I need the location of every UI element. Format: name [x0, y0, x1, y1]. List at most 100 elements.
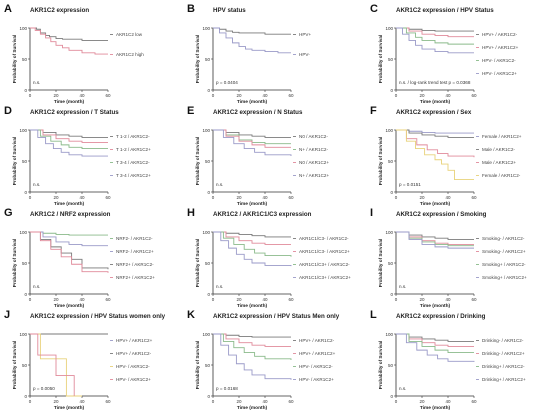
chart-panel-f: F AKR1C2 expression / Sex 0 50 100 0 20 40 60 Tim… [370, 105, 522, 207]
survival-curve-3 [213, 231, 292, 257]
legend-label-4: HPV- / AKR1C2+ [299, 377, 334, 382]
panel-letter: G [4, 207, 13, 219]
y-tick-label: 0 [207, 88, 210, 93]
panel-letter: E [187, 105, 194, 117]
y-axis-label: Probability of Survival [12, 35, 17, 84]
legend-label-3: NRF2+ / AKR1C2- [116, 262, 154, 267]
panel-letter: F [370, 105, 377, 117]
y-tick-label: 0 [24, 292, 27, 297]
panel-title: AKR1C2 expression / Drinking [396, 313, 486, 320]
x-tick-label: 20 [53, 195, 59, 200]
y-tick-label: 0 [207, 394, 210, 399]
x-tick-label: 40 [262, 93, 268, 98]
y-tick-label: 50 [388, 57, 394, 62]
legend-label-2: T 1-2 / AKR1C2+ [116, 147, 151, 152]
y-tick-label: 0 [24, 190, 27, 195]
y-tick-label: 100 [19, 230, 27, 235]
panel-title: AKR1C2 expression / N Status [213, 109, 303, 116]
survival-curve-1 [213, 129, 291, 138]
x-tick-label: 0 [395, 297, 398, 302]
x-tick-label: 60 [288, 195, 294, 200]
legend-label-4: AKR1C1/C3+ / AKR1C2+ [299, 275, 351, 280]
legend-label-3: Smoking+ / AKR1C2- [482, 262, 526, 267]
x-tick-label: 60 [471, 93, 477, 98]
y-tick-label: 50 [388, 159, 394, 164]
annotation: n.s. / log-rank trend test p = 0.0368 [399, 80, 471, 85]
chart-panel-g: G AKR1C2 / NRF2 expression 0 50 100 0 20 40 60 Ti… [4, 207, 155, 309]
x-axis-label: Time (month) [237, 303, 268, 309]
y-tick-label: 100 [385, 230, 393, 235]
x-axis-label: Time (month) [54, 99, 85, 105]
legend-label-4: Smoking+ / AKR1C2+ [482, 275, 527, 280]
y-tick-label: 50 [22, 363, 28, 368]
chart-panel-j: J AKR1C2 expression / HPV Status women on… [4, 309, 166, 411]
y-axis-label: Probability of Survival [12, 341, 17, 390]
x-axis-label: Time (month) [237, 201, 268, 207]
x-tick-label: 60 [471, 297, 477, 302]
survival-curve-3 [213, 333, 292, 361]
x-tick-label: 0 [212, 93, 215, 98]
x-tick-label: 0 [395, 93, 398, 98]
survival-curve-4 [30, 129, 108, 157]
x-tick-label: 40 [445, 399, 451, 404]
survival-curve-2 [396, 27, 474, 38]
survival-curve-4 [396, 129, 474, 181]
chart-panel-h: H AKR1C2 / AKR1C1/C3 expression 0 50 100 0 20 4… [187, 207, 351, 309]
survival-curve-2 [213, 27, 291, 54]
y-tick-label: 100 [385, 26, 393, 31]
panel-letter: K [187, 309, 195, 321]
x-tick-label: 0 [212, 195, 215, 200]
survival-curve-1 [396, 333, 474, 342]
legend-label-4: HPV- / AKR1C2+ [482, 71, 517, 76]
legend-label-2: AKR1C1/C3- / AKR1C2+ [299, 249, 350, 254]
y-axis-label: Probability of Survival [12, 137, 17, 186]
y-axis-label: Probability of Survival [378, 137, 383, 186]
x-tick-label: 20 [236, 399, 242, 404]
x-axis-label: Time (month) [420, 405, 451, 411]
x-tick-label: 0 [212, 399, 215, 404]
legend-label-4: N+ / AKR1C2+ [299, 173, 329, 178]
y-tick-label: 100 [19, 128, 27, 133]
survival-curve-3 [30, 231, 109, 270]
legend-label-1: Female / AKR1C2+ [482, 134, 522, 139]
legend-label-4: T 3-4 / AKR1C2+ [116, 173, 151, 178]
x-tick-label: 40 [79, 93, 85, 98]
annotation: n.s. [399, 386, 406, 391]
legend-label-1: AKR1C1/C3- / AKR1C2- [299, 236, 349, 241]
legend-label-2: HPV+ / AKR1C2+ [299, 351, 336, 356]
x-tick-label: 60 [105, 93, 111, 98]
legend-label-2: HPV- [299, 52, 310, 57]
annotation: p = 0.0050 [33, 386, 55, 391]
chart-panel-c: C AKR1C2 expression / HPV Status 0 50 100 0 20… [370, 3, 519, 105]
x-tick-label: 0 [29, 195, 32, 200]
x-tick-label: 40 [79, 297, 85, 302]
survival-curve-4 [30, 333, 75, 396]
survival-curve-1 [396, 129, 474, 134]
survival-curve-1 [213, 333, 291, 338]
x-axis-label: Time (month) [54, 201, 85, 207]
chart-panel-l: L AKR1C2 expression / Drinking 0 50 100 0 20 40… [370, 309, 526, 411]
y-tick-label: 100 [19, 26, 27, 31]
legend-label-4: HPV- / AKR1C2+ [116, 377, 151, 382]
y-tick-label: 100 [202, 128, 210, 133]
x-tick-label: 0 [29, 399, 32, 404]
y-tick-label: 100 [385, 332, 393, 337]
x-tick-label: 20 [53, 297, 59, 302]
annotation: n.s. [33, 284, 40, 289]
legend-label-1: T 1-2 / AKR1C2- [116, 134, 150, 139]
y-tick-label: 0 [207, 292, 210, 297]
panel-letter: B [187, 3, 195, 15]
panel-letter: J [4, 309, 10, 321]
survival-curve-1 [30, 27, 108, 41]
y-tick-label: 0 [24, 88, 27, 93]
panel-title: AKR1C2 expression [30, 7, 89, 14]
x-tick-label: 0 [29, 297, 32, 302]
survival-curve-4 [396, 231, 474, 249]
x-tick-label: 60 [288, 297, 294, 302]
x-axis-label: Time (month) [54, 303, 85, 309]
y-tick-label: 100 [202, 332, 210, 337]
chart-panel-b: B HPV status 0 50 100 0 20 40 60 Time (month) Prob… [187, 3, 311, 105]
survival-curve-3 [396, 333, 474, 354]
panel-letter: C [370, 3, 378, 15]
